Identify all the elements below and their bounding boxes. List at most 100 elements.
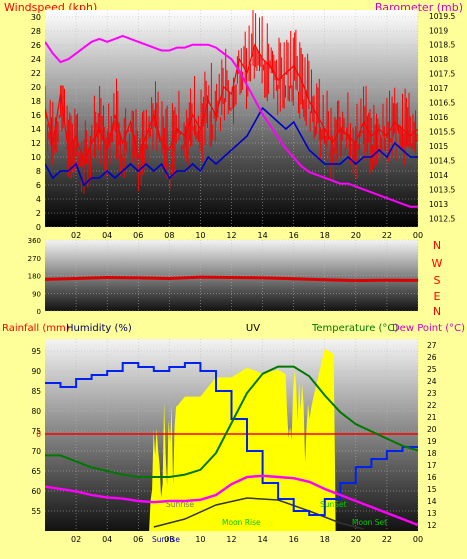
wind-x-tick-label: 04 <box>102 231 112 240</box>
temperature-tick-label: 13 <box>427 509 437 518</box>
moonset-label: Moon Set <box>352 518 387 527</box>
temperature-line <box>45 365 418 478</box>
wind-tick-label: 28 <box>31 27 41 36</box>
humidity-tick-label: 60 <box>31 487 41 496</box>
dewpoint-axis-title: Dew Point (°C) <box>392 323 465 334</box>
temp-x-tick-label: 14 <box>257 535 267 544</box>
barometer-tick-label: 1013.5 <box>429 185 455 194</box>
temp-x-tick-label: 18 <box>320 535 330 544</box>
barometer-tick-label: 1016 <box>429 113 448 122</box>
wind-series <box>45 10 418 208</box>
barometer-line <box>45 34 418 208</box>
direction-tick-labels: 0 90 180 270 360 <box>28 237 41 316</box>
temperature-tick-label: 24 <box>427 377 437 386</box>
temperature-axis-title: Temperature (°C) <box>311 323 398 334</box>
wind-x-tick-label: 10 <box>195 231 205 240</box>
compass-label: N <box>433 239 441 252</box>
barometer-tick-label: 1014.5 <box>429 156 455 165</box>
temp-x-tick-label: 04 <box>102 535 112 544</box>
barometer-tick-label: 1018.5 <box>429 41 455 50</box>
temperature-tick-label: 20 <box>427 425 437 434</box>
wind-tick-label: 20 <box>31 83 41 92</box>
temp-x-tick-label: 22 <box>382 535 392 544</box>
temp-x-tick-label: 16 <box>289 535 299 544</box>
wind-x-tick-label: 16 <box>289 231 299 240</box>
direction-grid <box>45 239 419 312</box>
temperature-tick-label: 18 <box>427 449 437 458</box>
uv-axis-title: UV <box>246 323 260 334</box>
compass-label: N <box>433 305 441 318</box>
compass-label: W <box>432 257 443 270</box>
direction-tick-label: 270 <box>28 255 41 263</box>
wind-tick-label: 6 <box>36 181 41 190</box>
humidity-tick-label: 70 <box>31 447 41 456</box>
wind-x-tick-label: 06 <box>133 231 143 240</box>
moon-line <box>153 497 364 530</box>
wind-x-tick-label: 18 <box>320 231 330 240</box>
wind-tick-label: 12 <box>31 139 41 148</box>
barometer-tick-label: 1015 <box>429 142 448 151</box>
temperature-tick-label: 27 <box>427 341 437 350</box>
barometer-tick-label: 1014 <box>429 171 448 180</box>
moonrise-label: Moon Rise <box>222 518 261 527</box>
compass-label: S <box>434 274 441 287</box>
temperature-tick-label: 16 <box>427 473 437 482</box>
uv-area <box>149 349 336 531</box>
wind-x-tick-label: 22 <box>382 231 392 240</box>
direction-tick-label: 90 <box>32 290 41 298</box>
humidity-tick-label: 85 <box>31 387 41 396</box>
rainfall-tick-label: 0 <box>36 430 41 439</box>
sunrise-marker-label: Sunrise <box>166 500 194 509</box>
humidity-tick-label: 95 <box>31 347 41 356</box>
humidity-axis-title: Humidity (%) <box>66 323 132 334</box>
gust-spikes <box>45 10 418 194</box>
barometer-tick-label: 1015.5 <box>429 128 455 137</box>
temp-x-tick-label: 12 <box>226 535 236 544</box>
barometer-tick-label: 1013 <box>429 200 448 209</box>
temperature-tick-label: 23 <box>427 389 437 398</box>
barometer-tick-label: 1019 <box>429 26 448 35</box>
humidity-tick-label: 80 <box>31 407 41 416</box>
wind-x-tick-label: 14 <box>257 231 267 240</box>
wind-tick-label: 2 <box>36 209 41 218</box>
wind-tick-label: 26 <box>31 41 41 50</box>
average-wind-line <box>45 106 418 187</box>
temperature-tick-label: 15 <box>427 485 437 494</box>
compass-labels: N W S E N <box>432 239 443 318</box>
temperature-tick-label: 21 <box>427 413 437 422</box>
dewpoint-line <box>45 474 418 527</box>
humidity-tick-label: 65 <box>31 467 41 476</box>
humidity-tick-label: 75 <box>31 427 41 436</box>
temp-x-tick-label: 20 <box>351 535 361 544</box>
humidity-line <box>45 362 418 516</box>
wind-tick-label: 0 <box>36 223 41 232</box>
wind-tick-label: 30 <box>31 13 41 22</box>
wind-tick-label: 18 <box>31 97 41 106</box>
compass-label: E <box>434 290 441 303</box>
temp-x-tick-label: 00 <box>413 535 423 544</box>
wind-tick-label: 16 <box>31 111 41 120</box>
rainfall-axis-title: Rainfall (mm) <box>2 323 70 334</box>
temp-x-tick-label: 06 <box>133 535 143 544</box>
temperature-tick-label: 17 <box>427 461 437 470</box>
wind-line <box>45 43 418 166</box>
wind-x-tick-label: 12 <box>226 231 236 240</box>
temperature-tick-label: 26 <box>427 353 437 362</box>
direction-tick-label: 180 <box>28 273 41 281</box>
wind-x-tick-label: 08 <box>164 231 174 240</box>
barometer-tick-label: 1017 <box>429 84 448 93</box>
temp-x-tick-label: 02 <box>71 535 81 544</box>
temp-x-tick-label: 08 <box>164 535 174 544</box>
wind-tick-label: 22 <box>31 69 41 78</box>
temperature-tick-label: 14 <box>427 497 437 506</box>
temp-x-tick-label: 10 <box>195 535 205 544</box>
humidity-tick-label: 90 <box>31 367 41 376</box>
temp-humidity-series <box>45 349 418 531</box>
direction-tick-label: 0 <box>37 308 41 316</box>
barometer-tick-label: 1017.5 <box>429 70 455 79</box>
wind-direction-line <box>45 275 418 283</box>
temperature-tick-label: 25 <box>427 365 437 374</box>
